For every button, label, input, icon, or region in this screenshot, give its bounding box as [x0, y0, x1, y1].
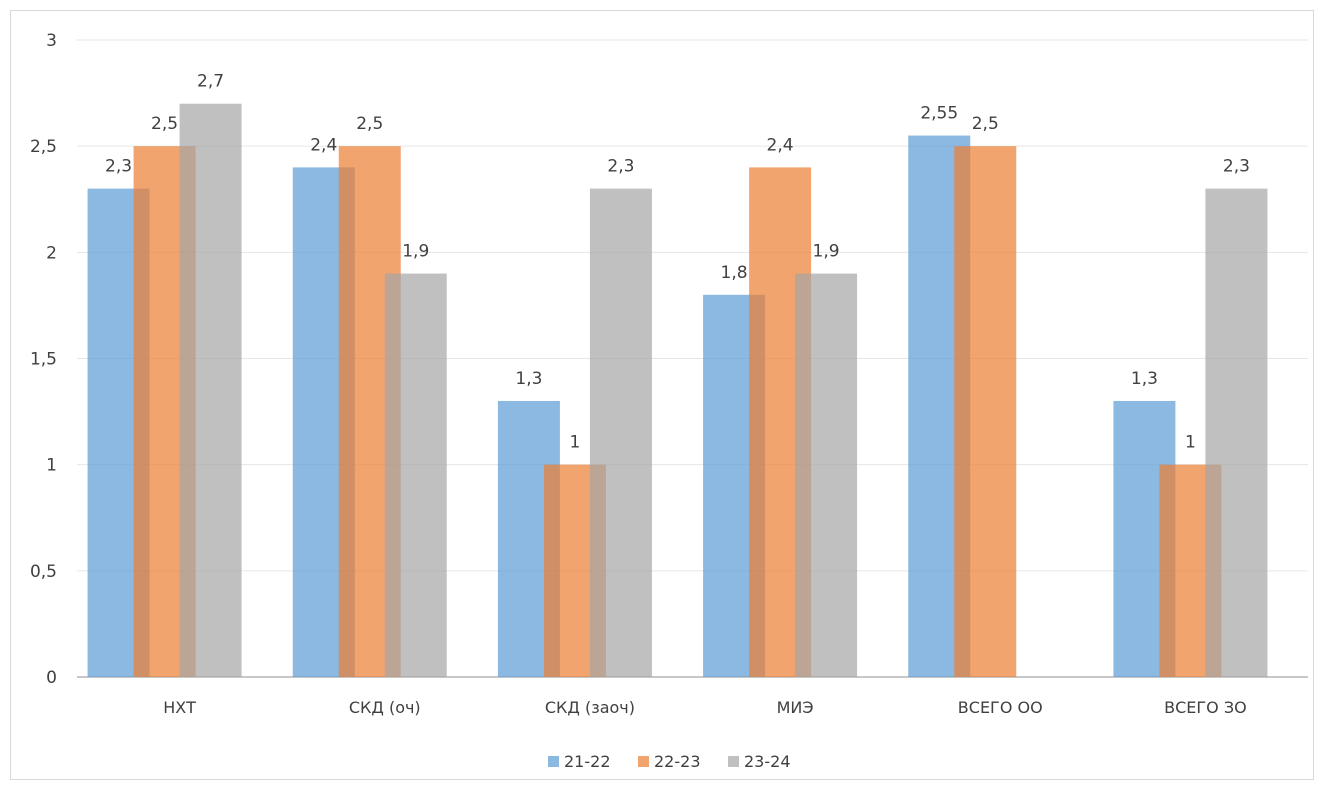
- bar-23-24-0: [179, 103, 242, 677]
- category-labels: НХТ СКД (оч) СКД (заоч) МИЭ ВСЕГО ОО ВСЕГО ЗО: [163, 698, 1246, 717]
- data-label: 2,5: [972, 114, 999, 134]
- category-label: МИЭ: [777, 698, 814, 717]
- bar-23-24-5: [1205, 188, 1268, 677]
- data-label: 2,3: [105, 157, 132, 177]
- data-label: 1,9: [813, 242, 840, 262]
- bar-23-24-2: [589, 188, 652, 677]
- bar-23-24-1: [384, 273, 447, 677]
- category-label: ВСЕГО ЗО: [1164, 698, 1247, 717]
- legend-swatch-22-23: [638, 756, 649, 767]
- data-label: 1: [570, 433, 581, 453]
- legend-swatch-21-22: [548, 756, 559, 767]
- category-label: ВСЕГО ОО: [958, 698, 1043, 717]
- data-label: 2,5: [356, 114, 383, 134]
- y-tick-label: 1,5: [30, 350, 57, 370]
- y-tick-label: 3: [46, 31, 57, 51]
- bar-23-24-3: [795, 273, 858, 677]
- category-label: НХТ: [163, 698, 196, 717]
- bar-22-23-4: [954, 146, 1017, 677]
- data-label: 1,9: [402, 242, 429, 262]
- data-label: 2,4: [310, 135, 337, 155]
- legend-label: 23-24: [744, 752, 791, 771]
- data-label: 2,7: [197, 72, 224, 92]
- y-axis-ticks: 0 0,5 1 1,5 2 2,5 3: [30, 31, 57, 688]
- y-tick-label: 0,5: [30, 562, 57, 582]
- gridlines: [77, 39, 1308, 678]
- y-tick-label: 2,5: [30, 137, 57, 157]
- data-label: 2,3: [1223, 157, 1250, 177]
- legend: 21-22 22-23 23-24: [548, 752, 791, 771]
- data-label: 1,8: [721, 263, 748, 283]
- category-label: СКД (заоч): [545, 698, 635, 717]
- y-tick-label: 1: [46, 456, 57, 476]
- data-label: 2,4: [767, 135, 794, 155]
- legend-swatch-23-24: [728, 756, 739, 767]
- data-labels: 2,3 2,5 2,7 2,4 2,5 1,9 1,3 1 2,3 1,8 2,4 1,9 2,55 2,…: [105, 72, 1250, 453]
- y-tick-label: 2: [46, 243, 57, 263]
- data-label: 1: [1185, 433, 1196, 453]
- data-label: 2,5: [151, 114, 178, 134]
- bars: [87, 103, 1268, 678]
- data-label: 2,3: [607, 157, 634, 177]
- category-label: СКД (оч): [349, 698, 421, 717]
- data-label: 1,3: [1131, 369, 1158, 389]
- legend-label: 22-23: [654, 752, 701, 771]
- data-label: 1,3: [515, 369, 542, 389]
- legend-label: 21-22: [564, 752, 611, 771]
- data-label: 2,55: [920, 104, 958, 124]
- y-tick-label: 0: [46, 668, 57, 688]
